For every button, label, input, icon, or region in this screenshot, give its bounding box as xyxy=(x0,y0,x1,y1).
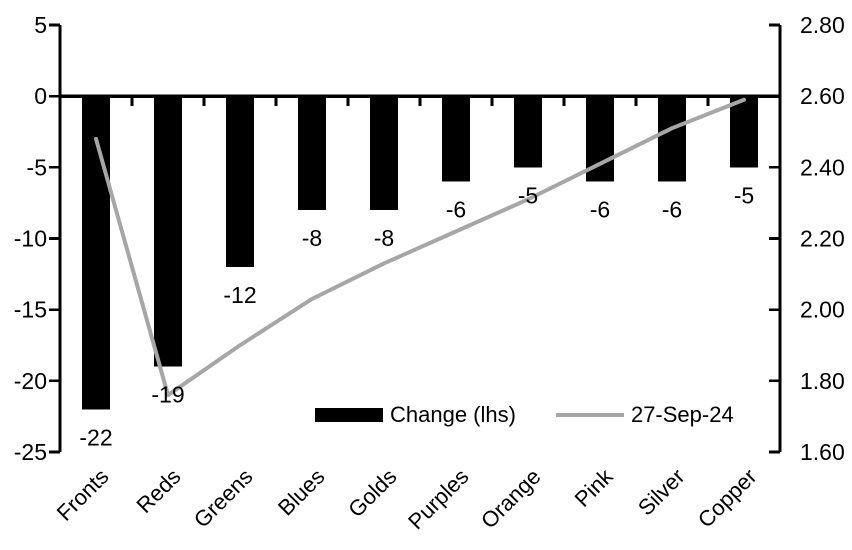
category-label-fronts: Fronts xyxy=(52,464,114,526)
left-axis-tick-label: -5 xyxy=(27,154,47,180)
chart-legend: Change (lhs) 27-Sep-24 xyxy=(315,402,734,428)
bar-data-label: -5 xyxy=(518,182,538,208)
category-label-orange: Orange xyxy=(476,464,546,534)
right-axis-tick-label: 2.40 xyxy=(800,154,845,180)
left-axis-tick-label: 0 xyxy=(34,83,47,109)
line-series-27-sep-24 xyxy=(94,97,746,398)
category-label-blues: Blues xyxy=(273,464,330,521)
category-label-golds: Golds xyxy=(343,464,401,522)
bar-purples xyxy=(442,96,470,182)
bar-orange xyxy=(514,96,542,168)
left-axis-tick-label: -15 xyxy=(14,297,47,323)
bar-greens xyxy=(226,96,254,267)
bar-data-label: -19 xyxy=(151,382,184,408)
bar-fronts xyxy=(82,96,110,410)
category-label-purples: Purples xyxy=(403,464,473,534)
bar-golds xyxy=(370,96,398,211)
category-label-silver: Silver xyxy=(633,464,690,521)
bar-blues xyxy=(298,96,326,211)
bar-data-label: -22 xyxy=(79,424,112,450)
bar-silver xyxy=(658,96,686,182)
right-axis-tick-label: 2.60 xyxy=(800,83,845,109)
bar-reds xyxy=(154,96,182,367)
bar-data-label: -6 xyxy=(446,197,466,223)
bar-data-label: -6 xyxy=(662,197,682,223)
bar-data-label: -8 xyxy=(374,225,394,251)
left-axis-tick-label: -25 xyxy=(14,439,47,465)
category-label-greens: Greens xyxy=(189,464,258,533)
legend-item-change: Change (lhs) xyxy=(315,402,516,428)
right-axis-tick-label: 1.80 xyxy=(800,368,845,394)
legend-label-change: Change (lhs) xyxy=(390,402,516,427)
category-label-pink: Pink xyxy=(570,463,619,512)
bar-data-label: -8 xyxy=(302,225,322,251)
bar-data-label: -6 xyxy=(590,197,610,223)
legend-item-line: 27-Sep-24 xyxy=(555,402,734,428)
bar-copper xyxy=(730,96,758,168)
category-label-reds: Reds xyxy=(132,464,186,518)
category-label-copper: Copper xyxy=(693,464,762,533)
right-axis-tick-label: 2.00 xyxy=(800,297,845,323)
left-axis-tick-label: 5 xyxy=(34,12,47,38)
left-axis-tick-label: -20 xyxy=(14,368,47,394)
right-axis-tick-label: 1.60 xyxy=(800,439,845,465)
legend-line-swatch-icon xyxy=(555,413,624,417)
right-axis-tick-label: 2.80 xyxy=(800,12,845,38)
legend-bar-swatch-icon xyxy=(315,408,383,422)
bar-data-label: -12 xyxy=(223,282,256,308)
legend-label-date: 27-Sep-24 xyxy=(630,402,734,427)
left-axis-tick-label: -10 xyxy=(14,226,47,252)
bar-data-label: -5 xyxy=(734,182,754,208)
right-axis-tick-label: 2.20 xyxy=(800,226,845,252)
